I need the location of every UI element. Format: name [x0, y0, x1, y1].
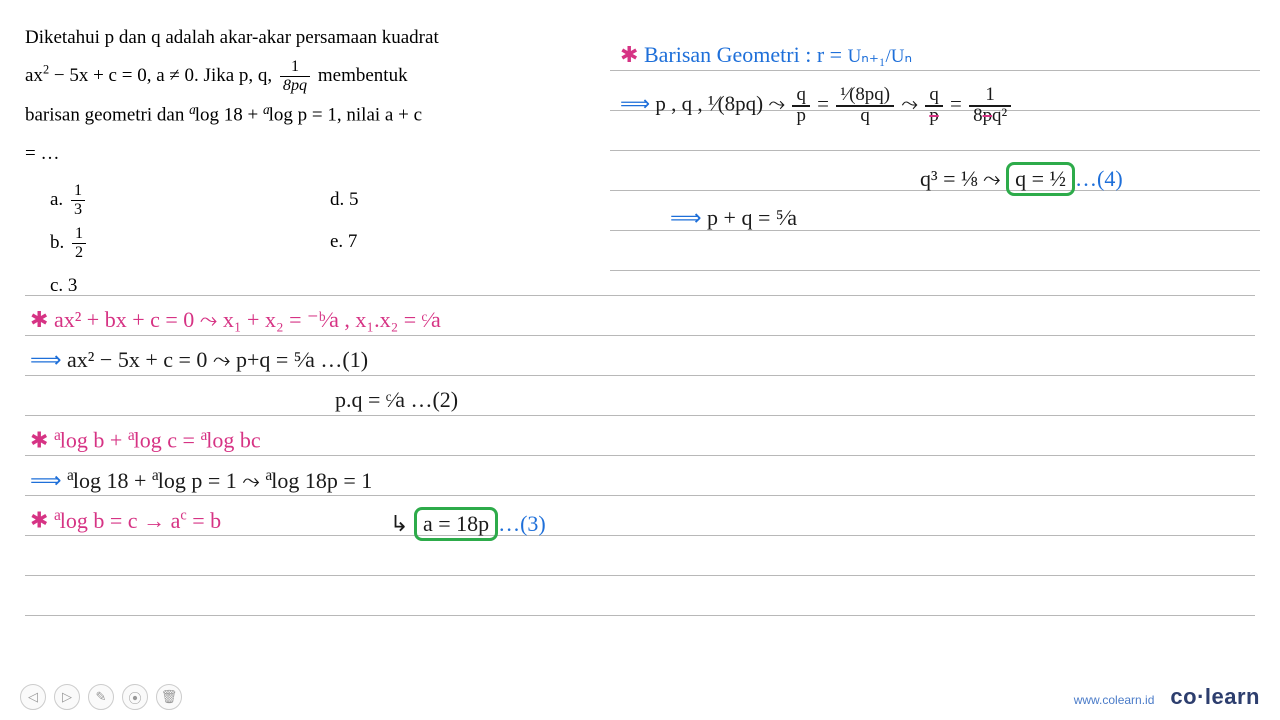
- opt-a-num: 1: [71, 182, 85, 201]
- eq-post: membentuk: [313, 65, 407, 86]
- frac-1-8pq2: 18pq²: [969, 86, 1011, 126]
- b5-bullet: ⟹: [30, 468, 62, 493]
- opt-b-label: b.: [50, 232, 64, 253]
- footer: ◁ ▷ ✎ ⦿ 🗑 www.colearn.id co·learn: [20, 684, 1260, 710]
- arrow2: ⤳: [901, 92, 923, 116]
- next-icon[interactable]: ▷: [54, 684, 80, 710]
- problem-line-2: ax2 − 5x + c = 0, a ≠ 0. Jika p, q, 18pq…: [25, 58, 590, 95]
- frac-q-p: qp: [792, 86, 809, 126]
- hn3: q: [925, 86, 942, 107]
- b5-t2: log p = 1 ⤳: [158, 468, 266, 493]
- logo-learn: learn: [1205, 684, 1260, 709]
- problem-line-4: = …: [25, 136, 590, 172]
- note-log-apply: ⟹ alog 18 + alog p = 1 ⤳ alog 18p = 1: [30, 467, 372, 494]
- r4-text: p + q = ⁵⁄a: [707, 205, 797, 230]
- problem-text: Diketahui p dan q adalah akar-akar persa…: [0, 0, 610, 280]
- b6-t2: = b: [187, 508, 221, 533]
- opt-b-num: 1: [72, 225, 86, 244]
- r1-frac: Uₙ₊₁/Uₙ: [848, 46, 913, 67]
- r3-tag: …(4): [1075, 166, 1123, 191]
- b1-text: ax² + bx + c = 0 ⤳ x₁ + x₂ = ⁻ᵇ⁄a , x₁.x…: [48, 307, 440, 332]
- opt-a-den: 3: [71, 201, 85, 219]
- d3c: q²: [992, 105, 1007, 126]
- d3a: 8: [973, 105, 982, 126]
- hd1: p: [792, 107, 809, 126]
- b2-bullet: ⟹: [30, 347, 62, 372]
- r1-text: Barisan Geometri : r =: [638, 42, 847, 67]
- toolbar: ◁ ▷ ✎ ⦿ 🗑: [20, 684, 182, 710]
- r3-box: q = ½: [1006, 162, 1075, 196]
- b1-star: ✱: [30, 307, 48, 332]
- option-a: a. 13: [50, 182, 330, 219]
- option-d: d. 5: [330, 182, 530, 218]
- frac-num: 1: [280, 58, 310, 77]
- bullet-icon: ⟹: [620, 92, 650, 116]
- problem-line-3: barisan geometri dan alog 18 + alog p = …: [25, 97, 590, 134]
- r2-seq: p , q , ¹⁄(8pq) ⤳: [655, 92, 790, 116]
- logo-dot: ·: [1197, 684, 1205, 709]
- b2-text: ax² − 5x + c = 0 ⤳ p+q = ⁵⁄a …(1): [62, 347, 369, 372]
- frac-q-p2: qp: [925, 86, 942, 126]
- b4-t3: log bc: [206, 428, 260, 453]
- frac-den: 8pq: [280, 77, 310, 95]
- b5-t1: log 18 +: [73, 468, 152, 493]
- note-q-cubed: q³ = ⅛ ⤳ q = ½…(4): [920, 162, 1123, 196]
- right-notes: ✱ Barisan Geometri : r = Uₙ₊₁/Uₙ ⟹ p , q…: [610, 0, 1260, 280]
- note-log-def: ✱ alog b = c → ac = b: [30, 507, 221, 534]
- prev-icon[interactable]: ◁: [20, 684, 46, 710]
- hn4: 1: [969, 86, 1011, 107]
- option-b: b. 12: [50, 225, 330, 262]
- note-result-a: ↳ a = 18p…(3): [390, 507, 546, 541]
- b4-t2: log c =: [134, 428, 201, 453]
- star-icon: ✱: [620, 42, 638, 67]
- opt-a-label: a.: [50, 189, 63, 210]
- b4-t1: log b +: [60, 428, 128, 453]
- hd4: 8pq²: [969, 107, 1011, 126]
- note-applied: ⟹ ax² − 5x + c = 0 ⤳ p+q = ⁵⁄a …(1): [30, 347, 368, 373]
- b6-t1: log b = c → a: [60, 508, 181, 533]
- d3b: p: [983, 105, 992, 126]
- frac-8pq-q: ¹⁄(8pq)q: [836, 86, 894, 126]
- eq2: =: [950, 92, 967, 116]
- b6-arrow: ↳: [390, 511, 414, 536]
- brand-logo: co·learn: [1170, 684, 1260, 710]
- bottom-notes: ✱ ax² + bx + c = 0 ⤳ x₁ + x₂ = ⁻ᵇ⁄a , x₁…: [0, 285, 1280, 665]
- note-geometric-rule: ✱ Barisan Geometri : r = Uₙ₊₁/Uₙ: [620, 42, 912, 68]
- hn2: ¹⁄(8pq): [836, 86, 894, 107]
- pen-icon[interactable]: ✎: [88, 684, 114, 710]
- hd3: p: [925, 107, 942, 126]
- hd2: q: [836, 107, 894, 126]
- eq-mid: − 5x + c = 0, a ≠ 0. Jika p, q,: [49, 65, 277, 86]
- option-e: e. 7: [330, 224, 530, 260]
- note-vieta: ✱ ax² + bx + c = 0 ⤳ x₁ + x₂ = ⁻ᵇ⁄a , x₁…: [30, 307, 441, 333]
- eq-ax: ax: [25, 65, 43, 86]
- l3-log2: log p = 1, nilai a + c: [269, 105, 422, 126]
- fraction-1-8pq: 18pq: [280, 58, 310, 95]
- b6-tag: …(3): [498, 511, 546, 536]
- logo-co: co: [1170, 684, 1197, 709]
- brand-url: www.colearn.id: [1074, 693, 1155, 707]
- hn1: q: [792, 86, 809, 107]
- b6-box: a = 18p: [414, 507, 498, 541]
- camera-icon[interactable]: ⦿: [122, 684, 148, 710]
- r3-text: q³ = ⅛ ⤳: [920, 166, 1006, 191]
- b6-star: ✱: [30, 508, 48, 533]
- problem-line-1: Diketahui p dan q adalah akar-akar persa…: [25, 20, 590, 56]
- b4-star: ✱: [30, 428, 48, 453]
- b3-text: p.q = ᶜ⁄a …(2): [335, 387, 458, 412]
- l3-pre: barisan geometri dan: [25, 105, 189, 126]
- note-sequence: ⟹ p , q , ¹⁄(8pq) ⤳ qp = ¹⁄(8pq)q ⤳ qp =…: [620, 86, 1013, 126]
- b5-t3: log 18p = 1: [271, 468, 372, 493]
- brand: www.colearn.id co·learn: [1074, 684, 1260, 710]
- opt-b-den: 2: [72, 244, 86, 262]
- r4-bullet: ⟹: [670, 205, 702, 230]
- note-log-rule: ✱ alog b + alog c = alog bc: [30, 427, 261, 454]
- note-product: p.q = ᶜ⁄a …(2): [335, 387, 458, 413]
- trash-icon[interactable]: 🗑: [156, 684, 182, 710]
- eq1: =: [817, 92, 834, 116]
- note-sum-pq: ⟹ p + q = ⁵⁄a: [670, 205, 797, 231]
- l3-log1: log 18 +: [195, 105, 263, 126]
